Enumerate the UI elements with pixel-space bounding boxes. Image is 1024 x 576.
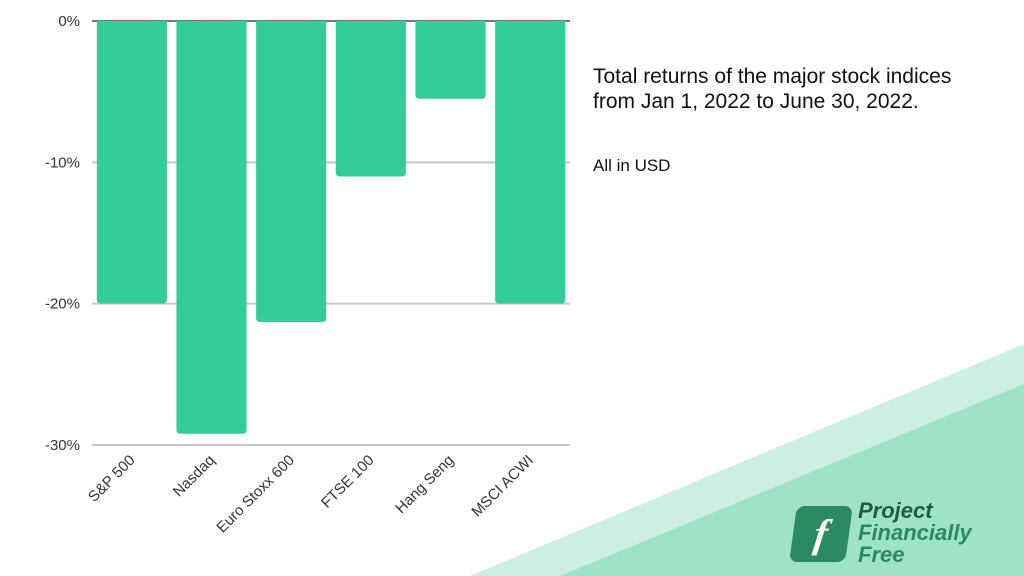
bar [495, 21, 566, 304]
y-tick-label: -30% [45, 437, 80, 454]
chart-caption: Total returns of the major stock indices… [593, 64, 1013, 114]
background-decoration [470, 344, 1024, 576]
bar [256, 21, 327, 323]
caption-line-2: from Jan 1, 2022 to June 30, 2022. [593, 90, 919, 113]
y-tick-label: -20% [45, 296, 80, 313]
x-tick-label: Euro Stoxx 600 [213, 452, 298, 537]
x-tick-label: S&P 500 [85, 452, 139, 506]
brand-logo: f Project Financially Free [789, 500, 1024, 576]
logo-line-3: Free [858, 542, 905, 567]
gridlines [92, 20, 570, 446]
y-tick-label: -10% [45, 154, 80, 171]
y-axis-ticks: 0% -10% -20% -30% [45, 13, 80, 454]
caption-line-1: Total returns of the major stock indices [593, 65, 952, 88]
y-tick-label: 0% [58, 13, 80, 30]
logo-line-2: Financially [858, 520, 972, 545]
x-tick-label: Hang Seng [392, 452, 457, 517]
logo-mark-letter: f [811, 511, 831, 556]
bar [335, 21, 406, 177]
logo-line-1: Project [858, 498, 933, 523]
currency-note: All in USD [593, 156, 671, 175]
x-tick-label: FTSE 100 [318, 452, 378, 512]
bar [415, 21, 486, 99]
bar [176, 21, 247, 434]
bars [96, 21, 566, 434]
logo-wordmark: Project Financially Free [858, 500, 972, 566]
decor-band-mid [560, 384, 1024, 576]
logo-mark-icon: f [789, 506, 853, 562]
x-tick-label: Nasdaq [170, 452, 219, 501]
bar [96, 21, 167, 304]
x-tick-label: MSCI ACWI [468, 452, 537, 521]
